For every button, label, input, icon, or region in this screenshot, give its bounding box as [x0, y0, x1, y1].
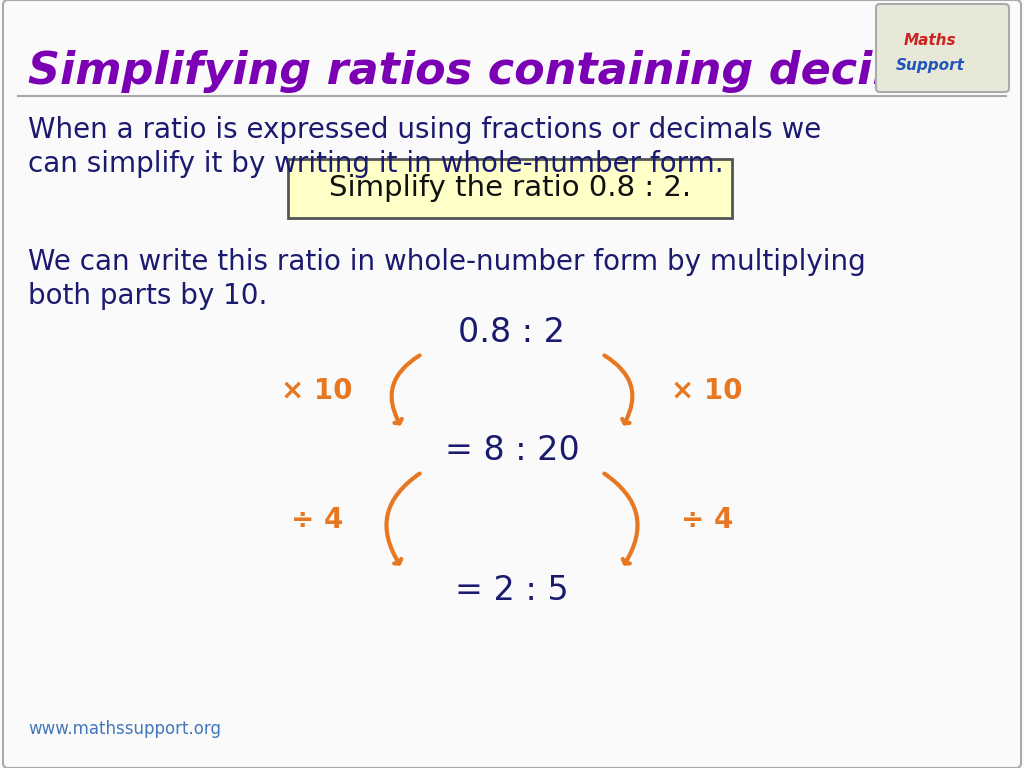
Text: Support: Support — [896, 58, 965, 73]
Text: 0.8 : 2: 0.8 : 2 — [459, 316, 565, 349]
Text: When a ratio is expressed using fractions or decimals we: When a ratio is expressed using fraction… — [28, 116, 821, 144]
Text: ÷ 4: ÷ 4 — [681, 506, 733, 534]
Text: × 10: × 10 — [672, 377, 742, 405]
Text: Simplifying ratios containing decimals: Simplifying ratios containing decimals — [28, 50, 990, 93]
Text: Maths: Maths — [904, 33, 956, 48]
Text: both parts by 10.: both parts by 10. — [28, 282, 267, 310]
FancyBboxPatch shape — [288, 159, 732, 218]
Text: Simplify the ratio 0.8 : 2.: Simplify the ratio 0.8 : 2. — [329, 174, 691, 203]
Text: = 2 : 5: = 2 : 5 — [456, 574, 568, 607]
Text: ÷ 4: ÷ 4 — [291, 506, 343, 534]
Text: = 8 : 20: = 8 : 20 — [444, 433, 580, 466]
Text: www.mathssupport.org: www.mathssupport.org — [28, 720, 221, 738]
FancyBboxPatch shape — [3, 0, 1021, 768]
Text: We can write this ratio in whole-number form by multiplying: We can write this ratio in whole-number … — [28, 248, 865, 276]
Text: can simplify it by writing it in whole-number form.: can simplify it by writing it in whole-n… — [28, 150, 724, 178]
Text: × 10: × 10 — [282, 377, 352, 405]
FancyBboxPatch shape — [876, 4, 1009, 92]
